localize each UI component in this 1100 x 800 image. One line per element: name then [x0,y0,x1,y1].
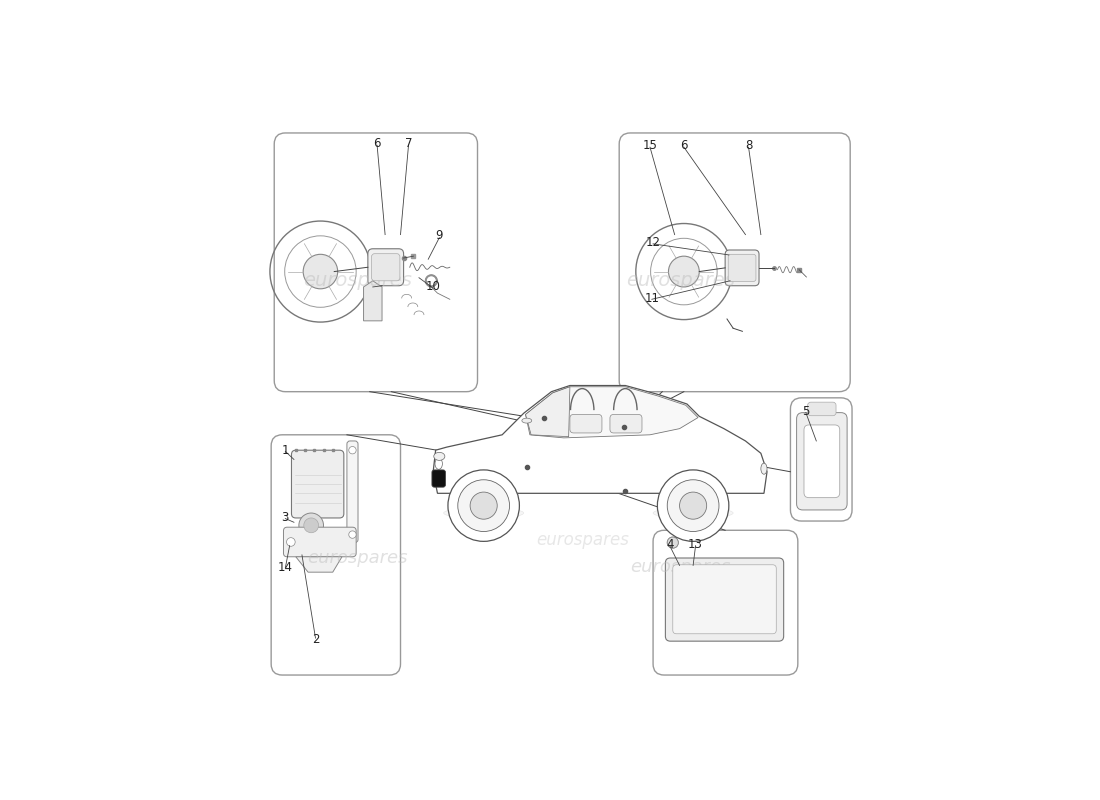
FancyBboxPatch shape [804,425,839,498]
Circle shape [668,537,679,548]
Ellipse shape [521,418,531,423]
Ellipse shape [433,452,444,460]
FancyBboxPatch shape [367,249,404,286]
Ellipse shape [761,463,767,474]
Text: eurospares: eurospares [630,558,732,576]
FancyBboxPatch shape [728,254,756,282]
Text: 6: 6 [373,137,381,150]
Circle shape [349,446,356,454]
FancyBboxPatch shape [274,133,477,392]
Text: eurospares: eurospares [302,271,411,290]
FancyBboxPatch shape [292,450,344,518]
Text: 14: 14 [278,561,293,574]
Circle shape [286,538,295,546]
Ellipse shape [653,507,733,518]
Text: 13: 13 [689,538,703,551]
Polygon shape [526,386,570,437]
Circle shape [299,513,323,538]
Text: 9: 9 [436,230,443,242]
Ellipse shape [434,458,442,470]
Circle shape [304,518,319,533]
Text: 10: 10 [426,281,441,294]
FancyBboxPatch shape [271,435,400,675]
Text: eurospares: eurospares [626,271,735,290]
Circle shape [304,254,338,289]
Text: 6: 6 [680,138,688,152]
Circle shape [669,256,700,287]
FancyBboxPatch shape [796,413,847,510]
Polygon shape [526,386,698,438]
FancyBboxPatch shape [666,558,783,641]
Text: 7: 7 [405,137,412,150]
Circle shape [668,480,719,531]
Text: 4: 4 [666,538,673,551]
FancyBboxPatch shape [791,398,852,521]
Text: 8: 8 [745,138,752,152]
Circle shape [658,470,729,542]
Circle shape [668,537,679,548]
Text: eurospares: eurospares [532,466,632,484]
Circle shape [680,492,706,519]
Text: 1: 1 [282,444,289,457]
Text: 2: 2 [311,633,319,646]
FancyBboxPatch shape [807,402,836,416]
FancyBboxPatch shape [653,530,798,675]
FancyBboxPatch shape [372,254,400,281]
Circle shape [448,470,519,542]
FancyBboxPatch shape [570,414,602,433]
FancyBboxPatch shape [673,565,777,634]
Polygon shape [296,557,342,572]
Text: eurospares: eurospares [528,438,637,457]
Text: 12: 12 [646,236,661,249]
Ellipse shape [443,507,524,518]
Circle shape [458,480,509,531]
FancyBboxPatch shape [619,133,850,392]
FancyBboxPatch shape [432,470,446,487]
Text: 15: 15 [642,138,658,152]
FancyBboxPatch shape [284,527,356,557]
FancyBboxPatch shape [346,441,358,542]
Text: 11: 11 [645,291,659,305]
Text: eurospares: eurospares [536,530,629,549]
Text: eurospares: eurospares [307,549,408,567]
Polygon shape [433,386,767,494]
Text: 3: 3 [282,511,289,525]
FancyBboxPatch shape [609,414,642,433]
Text: 5: 5 [802,405,810,418]
Polygon shape [363,281,382,321]
Circle shape [470,492,497,519]
Circle shape [349,531,356,538]
FancyBboxPatch shape [725,250,759,286]
